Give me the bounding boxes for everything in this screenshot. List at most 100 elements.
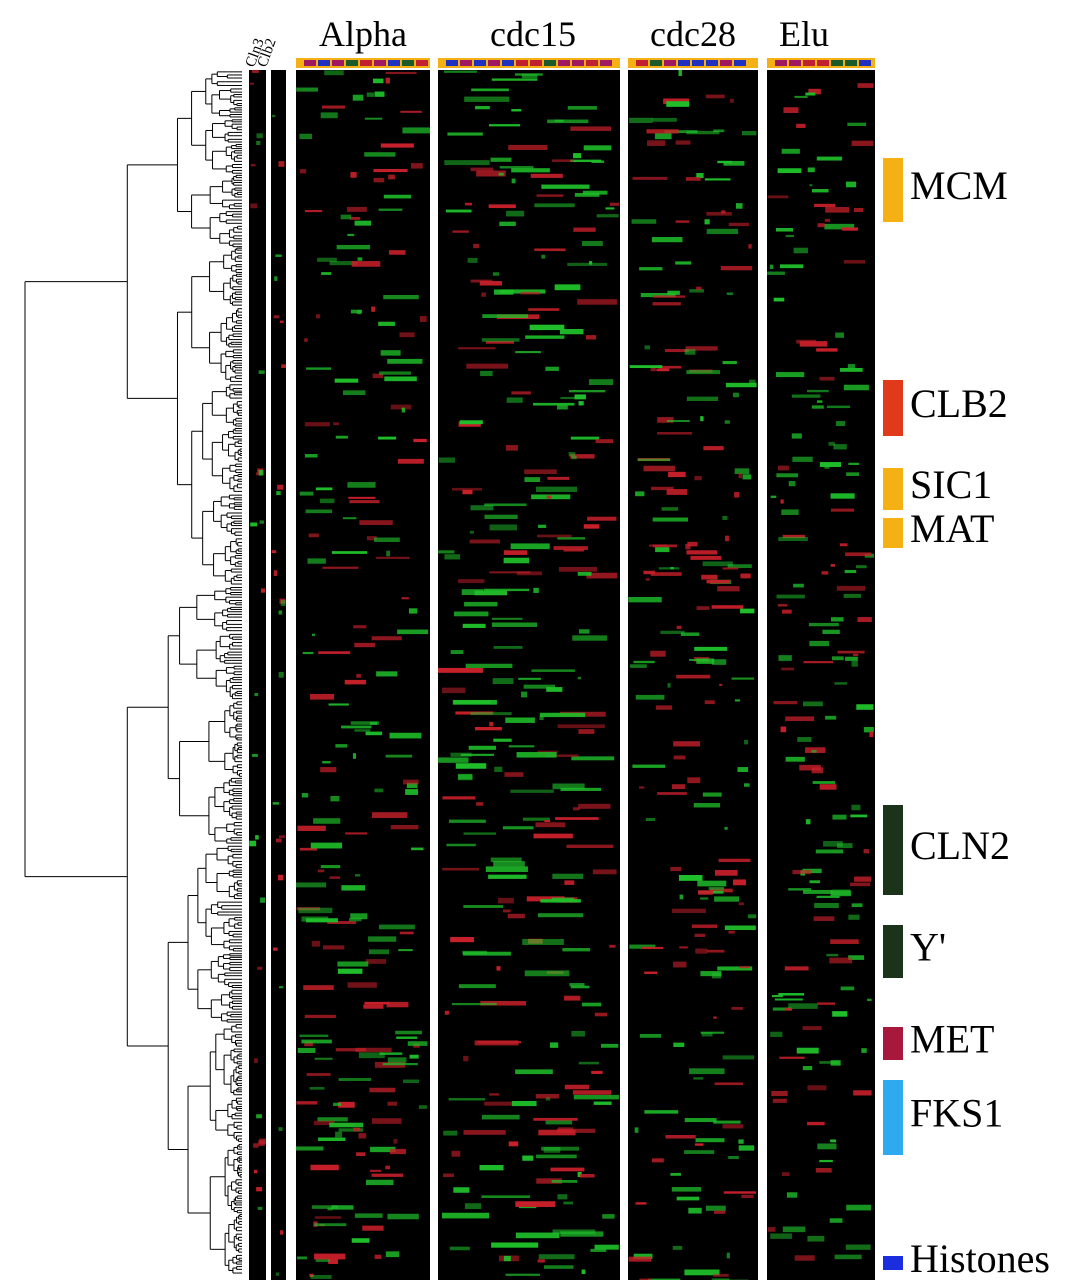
heatmap-streak: [317, 1117, 348, 1122]
heatmap-streak: [672, 1245, 683, 1250]
heatmap-streak: [563, 1201, 574, 1205]
heatmap-streak: [249, 840, 257, 847]
heatmap-streak: [785, 234, 795, 238]
heatmap-streak: [544, 1265, 574, 1269]
heatmap-streak: [824, 223, 855, 230]
heatmap-streak: [457, 774, 473, 781]
heatmap-streak: [511, 391, 531, 395]
cluster-bar: [883, 925, 903, 978]
heatmap-streak: [506, 397, 523, 403]
heatmap-streak: [694, 475, 702, 481]
heatmap-streak: [258, 470, 264, 476]
heatmap-streak: [537, 534, 572, 538]
heatmap-streak: [708, 887, 725, 890]
heatmap-streak: [253, 1058, 258, 1064]
heatmap-streak: [797, 737, 812, 742]
heatmap-streak: [686, 550, 718, 555]
heatmap-streak: [397, 629, 429, 635]
heatmap-streak: [713, 1120, 741, 1124]
heatmap-streak: [738, 473, 743, 479]
heatmap-streak: [832, 1011, 848, 1017]
heatmap-streak: [823, 841, 843, 847]
heatmap-streak: [700, 416, 704, 422]
heatmap-streak: [461, 589, 484, 596]
heatmap-streak: [585, 335, 597, 340]
heatmap-streak: [825, 206, 850, 213]
heatmap-streak: [463, 1130, 506, 1135]
heatmap-streak: [590, 1248, 607, 1252]
heatmap-streak: [695, 1138, 725, 1143]
heatmap-streak: [278, 986, 284, 989]
heatmap-streak: [535, 1093, 559, 1099]
cluster-label: Histones: [910, 1236, 1050, 1280]
heatmap-streak: [700, 897, 709, 900]
heatmap-streak: [364, 117, 383, 120]
heatmap-streak: [701, 574, 718, 580]
heatmap-streak: [684, 349, 696, 355]
heatmap-streak: [310, 842, 343, 849]
heatmap-streak: [307, 558, 326, 564]
heatmap-streak: [462, 950, 488, 955]
heatmap-streak: [458, 984, 496, 989]
heatmap-streak: [304, 338, 308, 342]
heatmap-streak: [455, 763, 487, 769]
heatmap-streak: [843, 260, 866, 264]
heatmap-streak: [694, 646, 728, 651]
heatmap-streak: [711, 659, 727, 665]
heatmap-streak: [438, 757, 469, 763]
heatmap-streak: [494, 766, 503, 772]
heatmap-streak: [251, 753, 258, 757]
heatmap-streak: [474, 590, 507, 596]
heatmap-streak: [587, 516, 617, 521]
heatmap-streak: [550, 1042, 559, 1048]
heatmap-streak: [703, 446, 724, 451]
heatmap-streak: [740, 573, 751, 579]
heatmap-streak: [651, 117, 677, 122]
heatmap-streak: [388, 250, 406, 255]
heatmap-streak: [401, 407, 406, 413]
cluster-label: CLN2: [910, 823, 1010, 868]
heatmap-streak: [276, 838, 282, 843]
heatmap-streak: [854, 876, 872, 882]
time-strip-segment: [720, 60, 732, 66]
heatmap-streak: [317, 257, 337, 262]
heatmap-streak: [648, 544, 668, 547]
heatmap-streak: [484, 1101, 514, 1106]
heatmap-streak: [369, 1169, 382, 1172]
heatmap-streak: [568, 389, 606, 393]
heatmap-streak: [678, 70, 683, 76]
heatmap-streak: [567, 262, 607, 266]
heatmap-streak: [363, 1004, 384, 1009]
heatmap-streak: [450, 650, 464, 655]
heatmap-streak: [686, 370, 720, 375]
time-strip-segment: [516, 60, 528, 66]
heatmap-streak: [685, 177, 701, 181]
heatmap-streak: [726, 1252, 730, 1259]
heatmap-streak: [572, 807, 580, 811]
heatmap-streak: [345, 832, 368, 835]
heatmap-streak: [830, 1139, 837, 1143]
heatmap-streak: [693, 1077, 704, 1080]
heatmap-streak: [534, 248, 566, 252]
heatmap-streak: [722, 360, 737, 365]
heatmap-streak: [374, 91, 385, 97]
heatmap-streak: [340, 214, 352, 220]
heatmap-streak: [807, 389, 829, 393]
heatmap-streak: [723, 160, 745, 166]
experiment-label: Alpha: [319, 14, 407, 54]
heatmap-streak: [256, 1187, 263, 1192]
time-strip-segment: [636, 60, 648, 66]
heatmap-streak: [545, 1096, 551, 1101]
heatmap-streak: [373, 78, 384, 84]
heatmap-streak: [634, 1127, 639, 1133]
heatmap-streak: [459, 420, 483, 425]
heatmap-streak: [558, 566, 597, 572]
heatmap-streak: [371, 636, 402, 641]
heatmap-streak: [671, 908, 706, 914]
heatmap-streak: [462, 623, 486, 628]
heatmap-streak: [442, 867, 479, 871]
heatmap-streak: [673, 755, 686, 760]
heatmap-streak: [309, 693, 335, 700]
heatmap-streak: [331, 1205, 354, 1210]
heatmap-streak: [358, 1133, 367, 1139]
